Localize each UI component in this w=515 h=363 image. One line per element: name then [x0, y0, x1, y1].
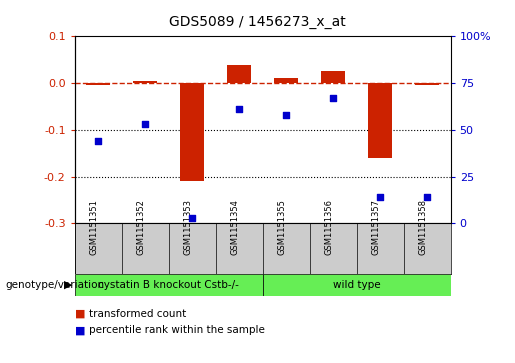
Text: GSM1151353: GSM1151353: [183, 199, 192, 255]
Point: [235, 106, 243, 112]
Point: [141, 121, 149, 127]
Text: genotype/variation: genotype/variation: [5, 280, 104, 290]
Text: GSM1151354: GSM1151354: [230, 199, 239, 255]
Bar: [75, 274, 263, 296]
Point: [282, 112, 290, 118]
Text: GSM1151351: GSM1151351: [89, 199, 98, 255]
Bar: [368, 83, 392, 158]
Text: GSM1151352: GSM1151352: [136, 199, 145, 255]
Text: ■: ■: [75, 309, 85, 319]
Text: GDS5089 / 1456273_x_at: GDS5089 / 1456273_x_at: [169, 15, 346, 29]
Text: ■: ■: [75, 325, 85, 335]
Point: [376, 194, 384, 200]
Text: GSM1151355: GSM1151355: [277, 199, 286, 255]
Bar: [274, 78, 298, 83]
Point: [329, 95, 337, 101]
Text: GSM1151356: GSM1151356: [324, 199, 333, 255]
Text: cystatin B knockout Cstb-/-: cystatin B knockout Cstb-/-: [98, 280, 239, 290]
Point: [423, 194, 431, 200]
Bar: [133, 81, 157, 83]
Bar: [263, 274, 451, 296]
Bar: [321, 72, 345, 83]
Bar: [180, 83, 204, 181]
Bar: [228, 65, 251, 83]
Point: [188, 215, 196, 221]
Text: ▶: ▶: [64, 280, 73, 290]
Text: transformed count: transformed count: [89, 309, 186, 319]
Point: [94, 138, 102, 144]
Text: GSM1151357: GSM1151357: [371, 199, 380, 255]
Text: GSM1151358: GSM1151358: [418, 199, 427, 255]
Bar: [416, 83, 439, 85]
Text: percentile rank within the sample: percentile rank within the sample: [89, 325, 265, 335]
Bar: [87, 83, 110, 85]
Text: wild type: wild type: [333, 280, 381, 290]
